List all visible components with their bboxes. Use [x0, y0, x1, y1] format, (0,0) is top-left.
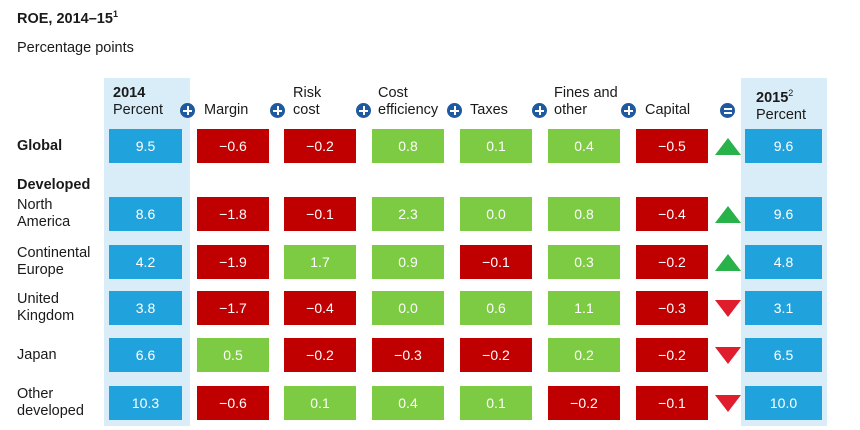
value-cell: −0.3: [636, 291, 708, 325]
value-cell: −0.2: [284, 338, 356, 372]
arrow-down-icon: [715, 300, 741, 317]
value-cell: 0.1: [460, 129, 532, 163]
value-cell: 0.4: [372, 386, 444, 420]
value-cell: 0.6: [460, 291, 532, 325]
value-cell: 1.7: [284, 245, 356, 279]
arrow-down-icon: [715, 347, 741, 364]
value-cell: 9.6: [745, 129, 822, 163]
header-2014: 2014 Percent: [113, 85, 163, 118]
value-cell: 0.1: [284, 386, 356, 420]
value-cell: 0.5: [197, 338, 269, 372]
value-cell: 0.0: [372, 291, 444, 325]
value-cell: 0.3: [548, 245, 620, 279]
value-cell: −0.1: [636, 386, 708, 420]
row-label-japan: Japan: [17, 346, 57, 363]
header-margin: Margin: [204, 102, 249, 118]
arrow-up-icon: [715, 138, 741, 155]
value-cell: 10.0: [745, 386, 822, 420]
plus-icon: [180, 103, 195, 118]
plus-icon: [532, 103, 547, 118]
chart-subtitle: Percentage points: [17, 40, 134, 56]
value-cell: −0.5: [636, 129, 708, 163]
row-label-north-america: North America: [17, 197, 71, 230]
value-cell: 2.3: [372, 197, 444, 231]
value-cell: 8.6: [109, 197, 182, 231]
value-cell: −0.6: [197, 386, 269, 420]
value-cell: −0.2: [636, 245, 708, 279]
value-cell: −0.1: [284, 197, 356, 231]
value-cell: 4.8: [745, 245, 822, 279]
value-cell: 10.3: [109, 386, 182, 420]
plus-icon: [270, 103, 285, 118]
value-cell: 9.6: [745, 197, 822, 231]
value-cell: −0.6: [197, 129, 269, 163]
value-cell: 3.1: [745, 291, 822, 325]
equals-icon: [720, 103, 735, 118]
arrow-down-icon: [715, 395, 741, 412]
value-cell: 0.4: [548, 129, 620, 163]
value-cell: 0.2: [548, 338, 620, 372]
value-cell: −1.7: [197, 291, 269, 325]
value-cell: 0.1: [460, 386, 532, 420]
plus-icon: [447, 103, 462, 118]
value-cell: −0.2: [460, 338, 532, 372]
header-risk-cost: Risk cost: [293, 85, 322, 118]
value-cell: −0.1: [460, 245, 532, 279]
value-cell: 0.9: [372, 245, 444, 279]
value-cell: −1.9: [197, 245, 269, 279]
header-taxes: Taxes: [470, 102, 508, 118]
value-cell: 0.8: [372, 129, 444, 163]
plus-icon: [356, 103, 371, 118]
row-label-united-kingdom: United Kingdom: [17, 291, 75, 324]
value-cell: 3.8: [109, 291, 182, 325]
value-cell: 4.2: [109, 245, 182, 279]
section-label-developed: Developed: [17, 177, 91, 193]
header-cost-efficiency: Cost efficiency: [378, 85, 439, 118]
value-cell: −0.2: [284, 129, 356, 163]
header-fines-and-other: Fines and other: [554, 85, 618, 118]
arrow-up-icon: [715, 206, 741, 223]
value-cell: −0.2: [636, 338, 708, 372]
value-cell: −1.8: [197, 197, 269, 231]
header-capital: Capital: [645, 102, 691, 118]
value-cell: 1.1: [548, 291, 620, 325]
value-cell: −0.3: [372, 338, 444, 372]
header-2015: 20152 Percent: [756, 88, 806, 123]
value-cell: 0.0: [460, 197, 532, 231]
value-cell: 6.5: [745, 338, 822, 372]
chart-title: ROE, 2014–151: [17, 9, 118, 27]
value-cell: 6.6: [109, 338, 182, 372]
row-label-global: Global: [17, 137, 63, 154]
value-cell: −0.4: [636, 197, 708, 231]
arrow-up-icon: [715, 254, 741, 271]
value-cell: −0.4: [284, 291, 356, 325]
plus-icon: [621, 103, 636, 118]
row-label-other-developed: Other developed: [17, 386, 84, 419]
value-cell: 9.5: [109, 129, 182, 163]
value-cell: −0.2: [548, 386, 620, 420]
row-label-continental-europe: Continental Europe: [17, 245, 91, 278]
value-cell: 0.8: [548, 197, 620, 231]
